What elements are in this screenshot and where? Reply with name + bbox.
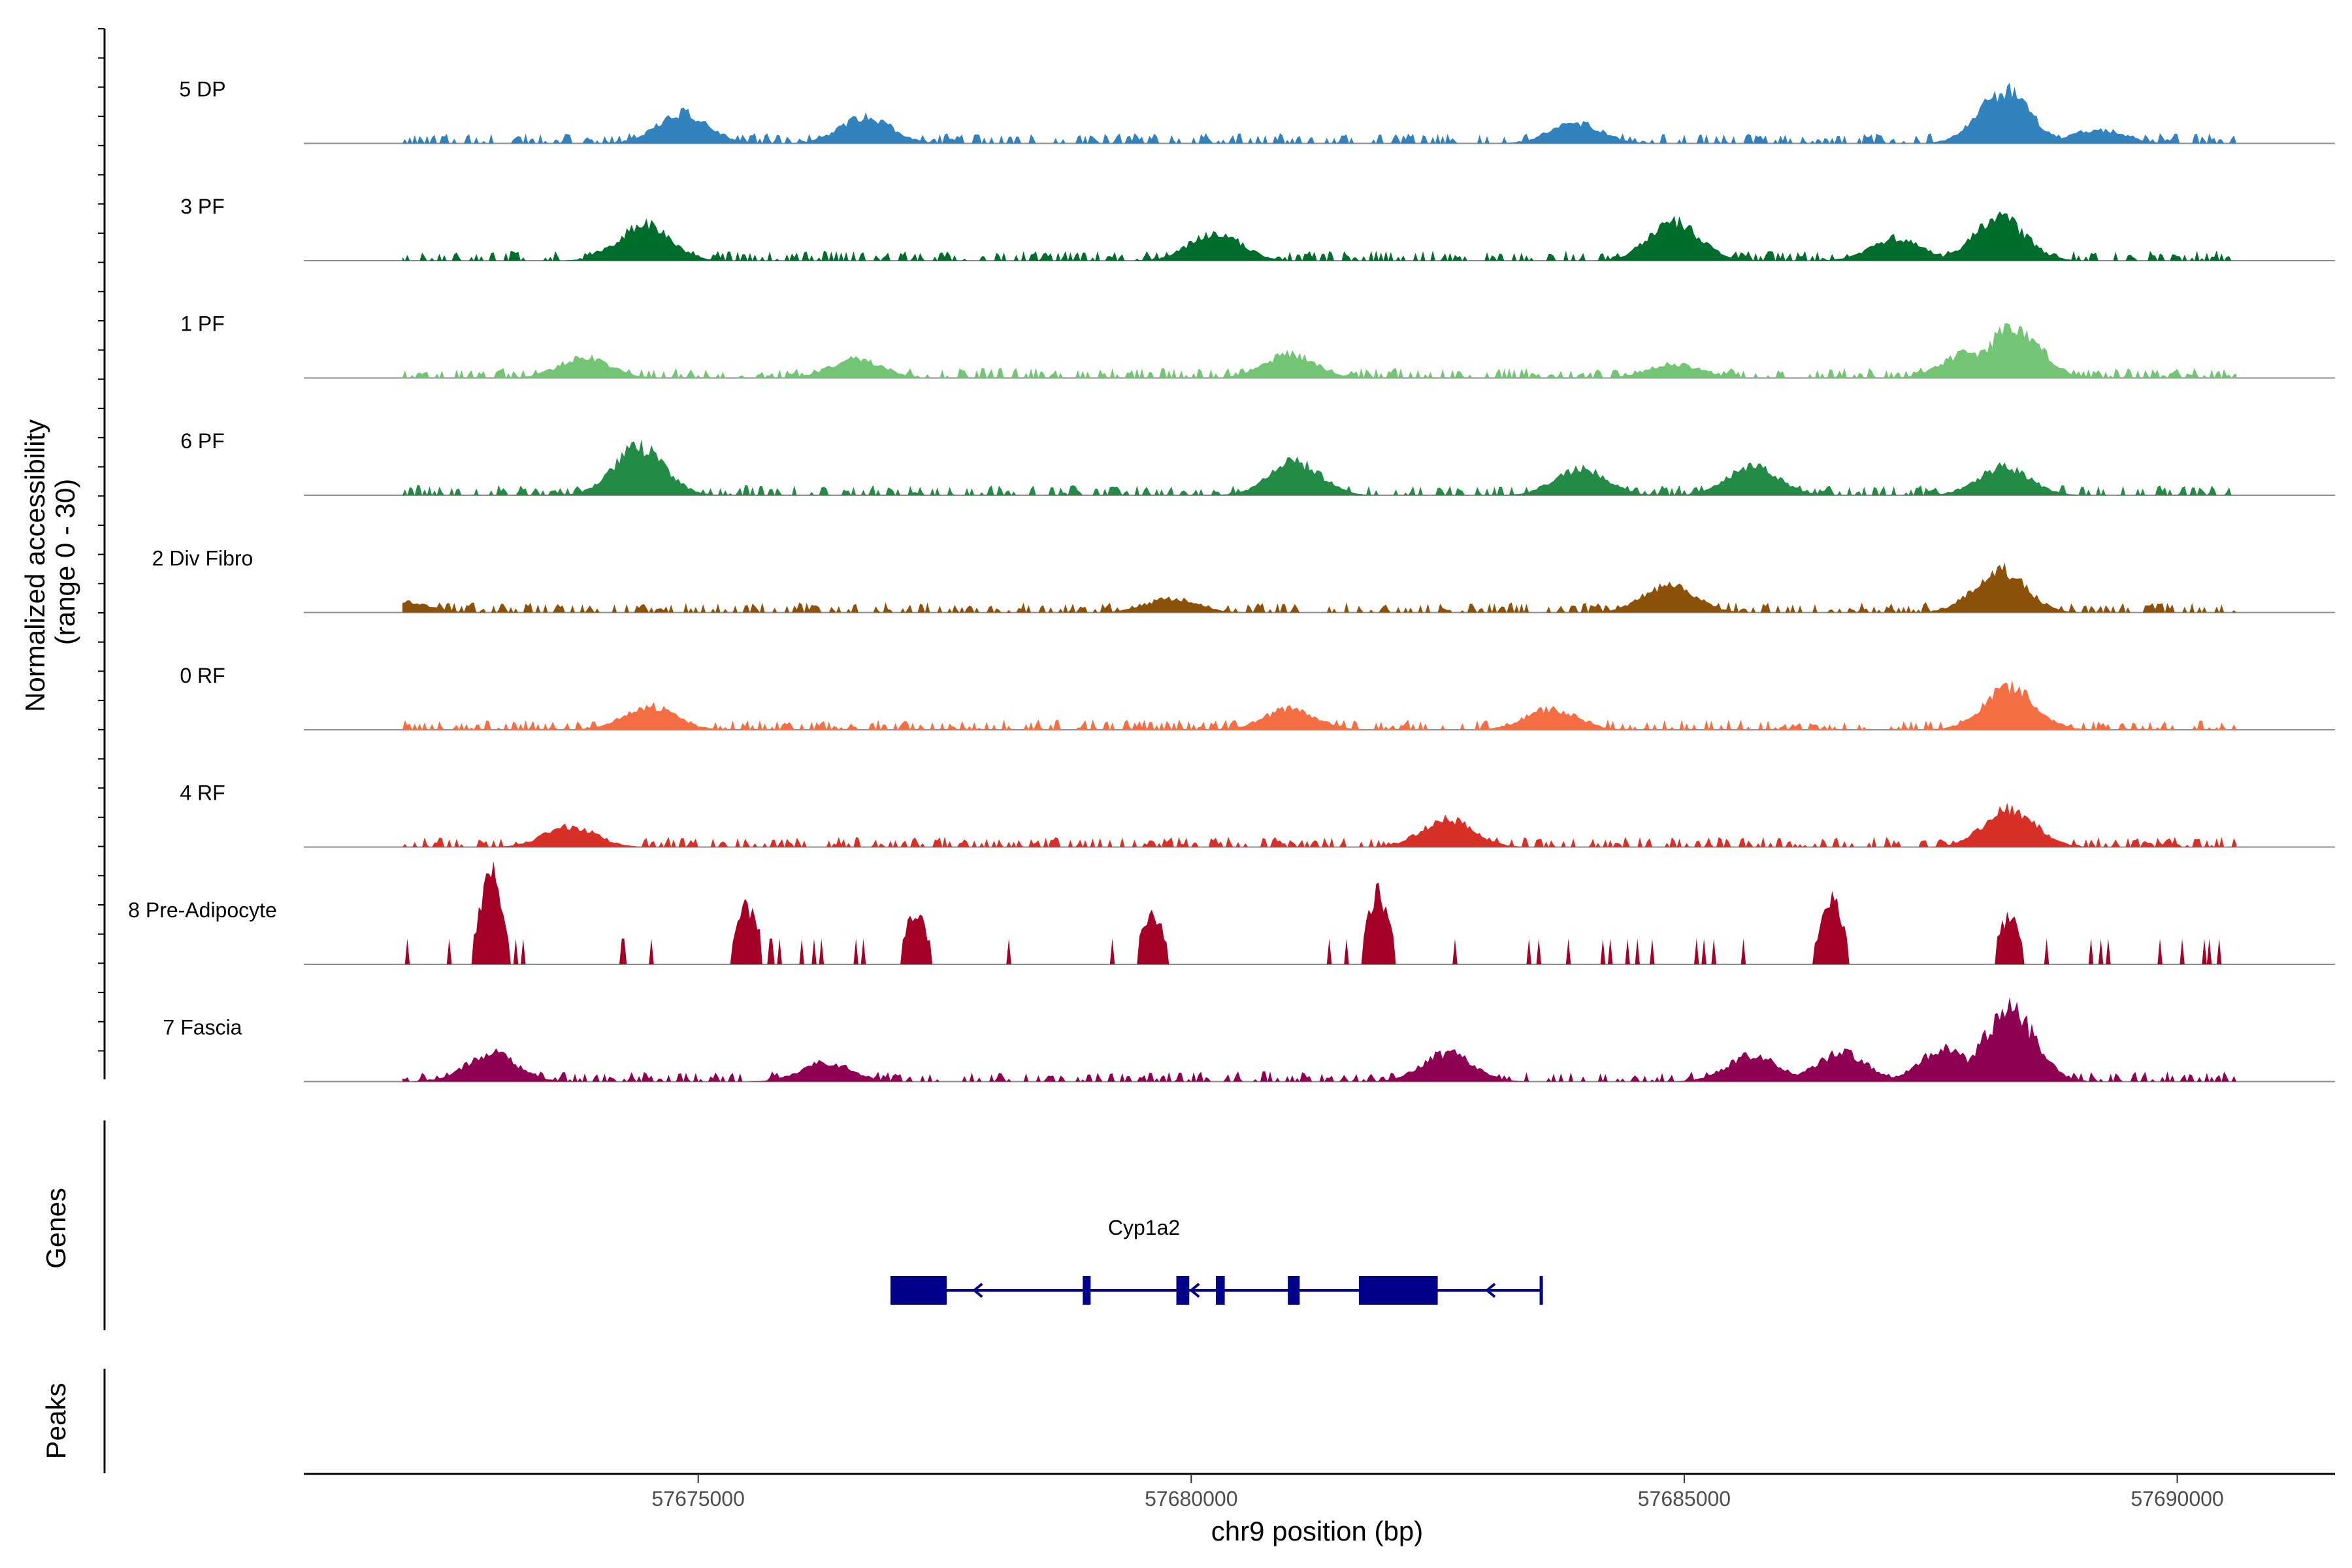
track-label: 0 RF	[180, 664, 225, 687]
axes-layer	[98, 28, 106, 1473]
coverage-area	[402, 323, 2237, 378]
x-axis: 57675000 57680000 57685000 57690000	[304, 1473, 2335, 1511]
x-axis-title: chr9 position (bp)	[1211, 1516, 1424, 1546]
track-label: 4 RF	[180, 781, 225, 805]
x-tick-label: 57690000	[2131, 1487, 2223, 1511]
track-0-rf: 0 RF	[180, 664, 2335, 730]
track-label: 2 Div Fibro	[152, 547, 253, 570]
coverage-area	[402, 997, 2237, 1082]
track-2-div-fibro: 2 Div Fibro	[152, 547, 2335, 613]
strand-arrow	[1484, 1282, 1496, 1298]
coverage-area	[402, 861, 2237, 964]
gene-cyp1a2: Cyp1a2	[890, 1216, 1543, 1305]
y-axis-title-line-1: Normalized accessibility	[20, 419, 50, 712]
track-3-pf: 3 PF	[180, 195, 2335, 261]
coverage-area	[402, 211, 2237, 261]
gene-exon	[890, 1276, 947, 1305]
track-label: 3 PF	[180, 195, 225, 218]
track-5-dp: 5 DP	[179, 78, 2335, 144]
peaks-panel-title: Peaks	[41, 1383, 71, 1460]
x-tick-label: 57685000	[1638, 1487, 1731, 1511]
gene-track: Cyp1a2	[890, 1216, 1543, 1305]
track-4-rf: 4 RF	[180, 781, 2335, 848]
track-7-fascia: 7 Fascia	[163, 997, 2335, 1083]
strand-arrow	[1189, 1282, 1200, 1298]
track-label: 6 PF	[180, 429, 225, 453]
track-label: 8 Pre-Adipocyte	[128, 898, 277, 922]
gene-exon	[1176, 1276, 1190, 1305]
coverage-area	[402, 82, 2237, 144]
x-tick-label: 57675000	[652, 1487, 745, 1511]
gene-exon	[1216, 1276, 1225, 1305]
genes-panel-title: Genes	[41, 1188, 71, 1269]
y-axis-title: Normalized accessibility (range 0 - 30)	[20, 412, 80, 712]
track-8-pre-adipocyte: 8 Pre-Adipocyte	[128, 861, 2335, 965]
track-label: 7 Fascia	[163, 1016, 242, 1039]
gene-exon	[1083, 1276, 1091, 1305]
track-1-pf: 1 PF	[180, 312, 2335, 379]
gene-exon	[1288, 1276, 1300, 1305]
coverage-area	[402, 439, 2237, 495]
gene-exon	[1358, 1276, 1438, 1305]
strand-arrow	[972, 1282, 983, 1298]
coverage-area	[402, 563, 2237, 613]
x-tick-label: 57680000	[1145, 1487, 1237, 1511]
coverage-tracks: 5 DP 3 PF 1 PF 6 PF 2 Div Fibro 0 RF 4 RF 8 Pre…	[128, 78, 2335, 1083]
track-label: 1 PF	[180, 312, 225, 336]
coverage-area	[402, 679, 2237, 730]
gene-label: Cyp1a2	[1108, 1216, 1180, 1239]
y-axis-title-line-2: (range 0 - 30)	[50, 479, 80, 645]
coverage-area	[402, 802, 2237, 847]
track-label: 5 DP	[179, 78, 225, 101]
track-6-pf: 6 PF	[180, 429, 2335, 496]
